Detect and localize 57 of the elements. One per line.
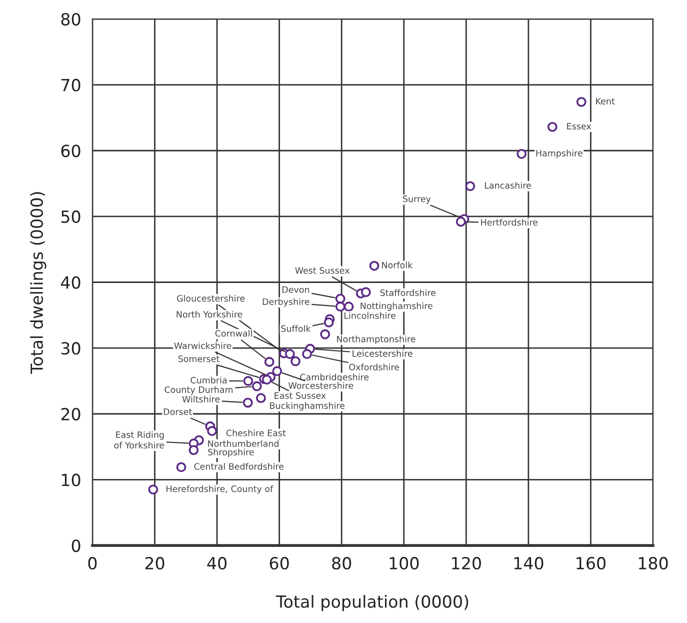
annotation: Derbyshire [262,298,310,307]
annotation: Lancashire [484,182,531,189]
annotation: Gloucestershire [176,294,245,302]
annotation: Shropshire [208,448,254,458]
x-tick-label: 100 [390,556,419,570]
y-tick-label: 20 [61,408,80,420]
annotation: Devon [282,286,310,293]
y-tick-label: 50 [61,210,80,224]
x-tick-label: 40 [207,556,227,570]
y-tick-label: 30 [61,342,80,355]
y-tick-label: 0 [72,539,80,552]
annotation: Buckinghamshire [270,402,345,411]
annotation: Cheshire East [226,430,286,436]
annotation: County Durham [164,386,233,395]
annotation: Cambridgeshire [300,374,369,382]
annotation: Herefordshire, County of [166,485,274,494]
annotation: Kent [596,98,615,104]
annotation: Lincolnshire [344,312,396,319]
annotation: Nottinghamshire [360,302,432,311]
annotation: Norfolk [382,262,413,268]
annotation: North Yorkshire [176,310,242,318]
x-tick-label: 0 [88,556,97,570]
annotation: Northumberland [208,440,278,447]
annotation: Staffordshire [380,289,436,296]
annotation: East Riding of Yorkshire [114,431,164,448]
x-axis-title: Total population (0000) [276,594,468,612]
x-tick-label: 60 [270,556,289,570]
annotation: Somerset [178,355,220,362]
x-tick-label: 80 [332,556,352,570]
annotation: Hertfordshire [481,218,538,226]
x-tick-label: 20 [145,556,164,570]
annotation: Dorset [164,408,192,416]
annotation: Northamptonshire [337,336,416,344]
annotation: Leicestershire [352,350,412,357]
y-axis-title: Total dwellings (0000) [30,192,46,374]
annotation: Cornwall [215,330,252,337]
annotation: Central Bedfordshire [194,462,284,470]
annotation: Hampshire [536,150,582,158]
y-tick-label: 10 [62,474,80,486]
annotation: Worcestershire [288,382,354,389]
annotation: West Sussex [295,267,350,274]
x-tick-label: 140 [514,556,544,570]
annotation: Essex [567,122,592,130]
annotation: Cumbria [190,376,227,384]
y-tick-label: 40 [60,276,80,289]
y-tick-label: 70 [62,78,80,92]
annotation: Wiltshire [182,396,220,402]
annotation: Suffolk [281,325,311,332]
x-tick-label: 180 [638,556,668,570]
x-tick-label: 160 [576,556,606,570]
annotation: Surrey [403,196,431,204]
annotation: Oxfordshire [349,364,400,370]
y-tick-label: 60 [61,144,80,158]
annotation: East Sussex [274,392,326,399]
x-tick-label: 120 [452,556,481,570]
annotation: Warwickshire [174,342,232,350]
y-tick-label: 80 [61,12,80,26]
